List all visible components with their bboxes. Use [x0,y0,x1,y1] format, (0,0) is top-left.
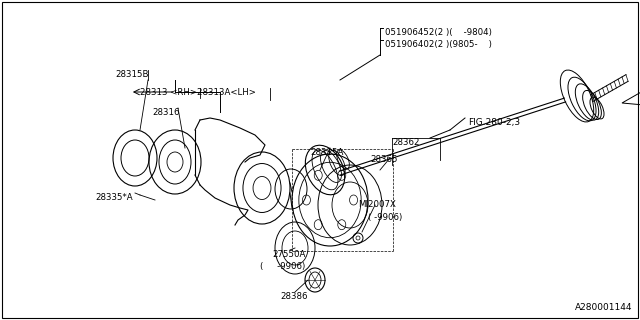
Text: 28315A: 28315A [310,148,344,157]
Text: ( -9906): ( -9906) [368,213,403,222]
Text: 28365: 28365 [370,155,397,164]
Text: A280001144: A280001144 [575,303,632,312]
Text: MI2007X: MI2007X [358,200,396,209]
Text: 28313 <RH>28313A<LH>: 28313 <RH>28313A<LH> [140,88,256,97]
Text: 28362: 28362 [392,138,419,147]
Text: 28386: 28386 [280,292,307,301]
Text: 051906402(2 )(9805-    ): 051906402(2 )(9805- ) [385,40,492,49]
Text: 28315B: 28315B [115,70,148,79]
Text: 051906452(2 )(    -9804): 051906452(2 )( -9804) [385,28,492,37]
Text: 27550A: 27550A [272,250,305,259]
Text: 28335*A: 28335*A [95,193,132,202]
Text: 28316: 28316 [152,108,179,117]
Text: (     -9906): ( -9906) [260,262,305,271]
Text: FIG.280-2,3: FIG.280-2,3 [468,118,520,127]
